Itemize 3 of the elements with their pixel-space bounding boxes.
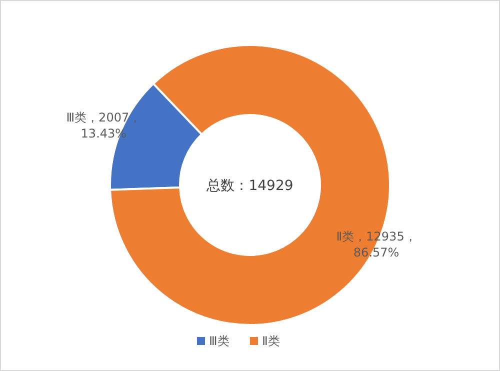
legend-label: Ⅲ类 [209, 334, 230, 348]
legend-label: Ⅱ类 [262, 334, 280, 348]
annotation: 总数：14929 [206, 178, 294, 194]
